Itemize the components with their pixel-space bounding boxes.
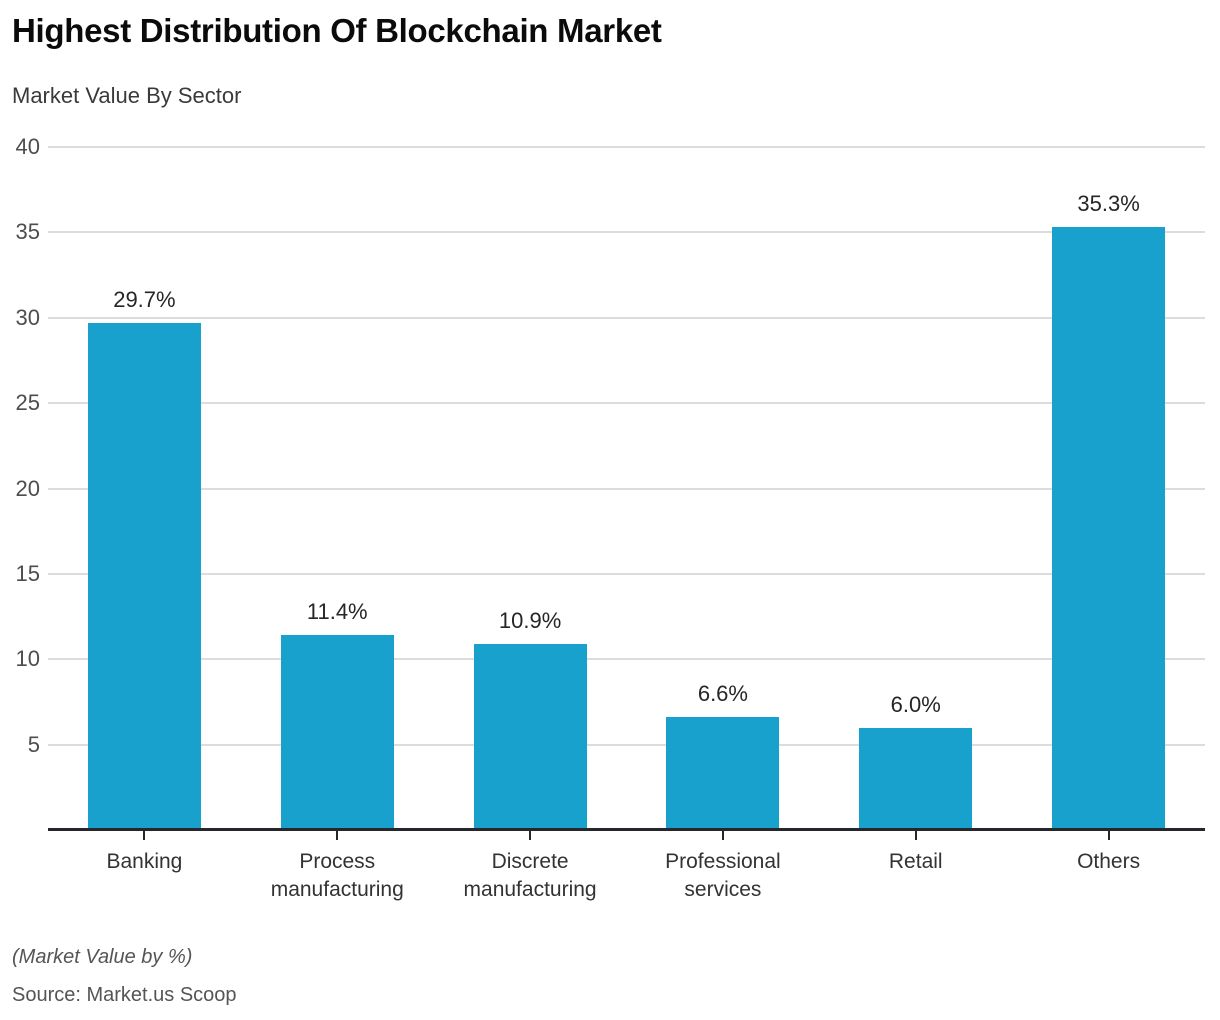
y-tick-label: 30 (15, 304, 40, 330)
y-tick-label: 5 (27, 731, 40, 757)
gridline (48, 402, 1205, 405)
x-category-label: Others (1077, 850, 1141, 873)
gridline (48, 146, 1205, 148)
x-axis-tick (529, 831, 532, 840)
x-axis-tick (336, 831, 339, 840)
x-category-label: Banking (106, 850, 183, 873)
gridline (48, 743, 1205, 746)
x-category-label: Discrete manufacturing (463, 850, 597, 901)
gridline (48, 658, 1205, 661)
bar (1052, 227, 1166, 830)
bar-value-label: 10.9% (498, 607, 562, 633)
bar-value-label: 6.0% (890, 691, 941, 717)
bar (666, 717, 780, 830)
bar (473, 643, 587, 830)
gridline (48, 316, 1205, 319)
chart-source: Source: Market.us Scoop (12, 984, 237, 1006)
y-tick-label: 35 (15, 219, 40, 245)
bar-value-label: 11.4% (306, 599, 368, 625)
chart-note: (Market Value by %) (12, 946, 193, 968)
bar-value-label: 29.7% (113, 286, 176, 312)
x-axis-line (48, 828, 1205, 831)
x-axis-tick (721, 831, 724, 840)
y-tick-label: 25 (15, 390, 40, 416)
bar-value-label: 35.3% (1077, 191, 1140, 217)
x-axis-tick (143, 831, 146, 840)
gridline (48, 572, 1205, 575)
gridline (48, 231, 1205, 234)
y-tick-label: 10 (15, 646, 40, 672)
x-category-label: Professional services (665, 850, 781, 901)
x-category-label: Retail (888, 850, 943, 873)
y-tick-label: 20 (15, 475, 40, 501)
chart-title: Highest Distribution Of Blockchain Marke… (12, 12, 662, 49)
x-category-label: Process manufacturing (270, 850, 404, 901)
chart-subtitle: Market Value By Sector (12, 83, 242, 108)
bar-value-label: 6.6% (697, 681, 748, 707)
bar (280, 635, 394, 830)
x-axis-tick (914, 831, 917, 840)
bar (87, 322, 201, 830)
gridline (48, 487, 1205, 490)
x-axis-tick (1107, 831, 1110, 840)
bar (859, 727, 973, 830)
y-tick-label: 15 (15, 560, 40, 586)
y-tick-label: 40 (15, 134, 40, 159)
